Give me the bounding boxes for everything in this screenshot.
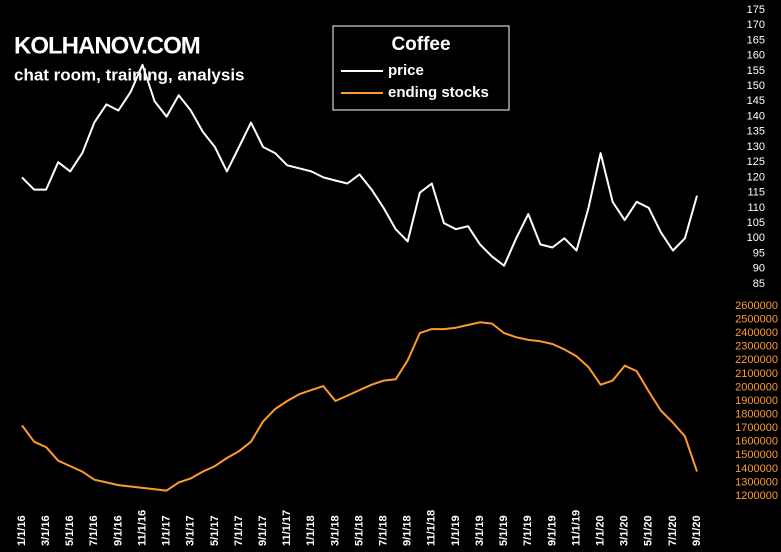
y2-tick-label: 2000000 — [735, 381, 778, 393]
x-tick-label: 1/1/19 — [450, 515, 462, 546]
x-tick-label: 9/1/20 — [691, 515, 703, 546]
y2-tick-label: 1200000 — [735, 490, 778, 502]
legend-box — [332, 25, 510, 111]
series-line — [21, 321, 698, 492]
y-tick-label: 165 — [747, 34, 765, 46]
x-tick-label: 5/1/17 — [209, 515, 221, 546]
y-tick-label: 120 — [747, 171, 765, 183]
x-tick-label: 11/1/19 — [570, 510, 582, 546]
y2-tick-label: 1800000 — [735, 408, 778, 420]
series-line — [21, 63, 698, 267]
legend-label: price — [388, 62, 424, 79]
y2-tick-label: 1900000 — [735, 395, 778, 407]
x-tick-label: 5/1/16 — [64, 515, 76, 546]
x-tick-label: 11/1/18 — [426, 510, 438, 546]
x-tick-label: 5/1/20 — [643, 515, 655, 546]
y-tick-label: 170 — [747, 19, 765, 31]
subtitle: chat room, training, analysis — [14, 65, 245, 84]
y2-tick-label: 1300000 — [735, 476, 778, 488]
y-tick-label: 90 — [753, 263, 765, 275]
x-tick-label: 3/1/17 — [185, 515, 197, 546]
y-tick-label: 110 — [747, 202, 765, 214]
y-tick-label: 85 — [753, 278, 765, 290]
y-tick-label: 140 — [747, 110, 765, 122]
x-tick-label: 5/1/19 — [498, 515, 510, 546]
y-tick-label: 150 — [747, 80, 765, 92]
x-tick-label: 7/1/19 — [522, 515, 534, 546]
y-tick-label: 125 — [747, 156, 765, 168]
x-tick-label: 9/1/19 — [546, 515, 558, 546]
x-tick-label: 5/1/18 — [353, 515, 365, 546]
y-tick-label: 115 — [747, 187, 765, 199]
y-tick-label: 145 — [747, 95, 765, 107]
x-tick-label: 1/1/18 — [305, 515, 317, 546]
x-tick-label: 7/1/17 — [233, 515, 245, 546]
y-tick-label: 160 — [747, 50, 765, 62]
y-tick-label: 130 — [747, 141, 765, 153]
x-tick-label: 3/1/20 — [619, 515, 631, 546]
y2-tick-label: 2500000 — [735, 313, 778, 325]
y2-tick-label: 2300000 — [735, 341, 778, 353]
x-tick-label: 1/1/16 — [16, 515, 28, 546]
y-tick-label: 105 — [747, 217, 765, 229]
chart-title: Coffee — [391, 34, 450, 55]
y2-tick-label: 2400000 — [735, 327, 778, 339]
x-tick-label: 9/1/18 — [402, 515, 414, 546]
x-tick-label: 1/1/20 — [594, 515, 606, 546]
y-tick-label: 175 — [747, 4, 765, 16]
y-tick-label: 135 — [747, 126, 765, 138]
y2-tick-label: 1400000 — [735, 463, 778, 475]
x-tick-label: 11/1/17 — [281, 510, 293, 546]
x-tick-label: 3/1/18 — [329, 515, 341, 546]
x-tick-label: 7/1/18 — [378, 515, 390, 546]
x-tick-label: 3/1/19 — [474, 515, 486, 546]
x-tick-label: 7/1/16 — [88, 515, 100, 546]
y2-tick-label: 1700000 — [735, 422, 778, 434]
x-tick-label: 9/1/16 — [112, 515, 124, 546]
x-tick-label: 1/1/17 — [161, 515, 173, 546]
y-tick-label: 100 — [747, 232, 765, 244]
y2-tick-label: 2100000 — [735, 368, 778, 380]
y-tick-label: 95 — [753, 247, 765, 259]
y2-tick-label: 2200000 — [735, 354, 778, 366]
brand: KOLHANOV.COM — [14, 32, 200, 59]
y2-tick-label: 1600000 — [735, 436, 778, 448]
x-tick-label: 9/1/17 — [257, 515, 269, 546]
legend-label: ending stocks — [388, 84, 489, 101]
x-tick-label: 7/1/20 — [667, 515, 679, 546]
x-tick-label: 3/1/16 — [40, 515, 52, 546]
y2-tick-label: 1500000 — [735, 449, 778, 461]
x-tick-label: 11/1/16 — [136, 510, 148, 546]
y-tick-label: 155 — [747, 65, 765, 77]
y2-tick-label: 2600000 — [735, 300, 778, 312]
